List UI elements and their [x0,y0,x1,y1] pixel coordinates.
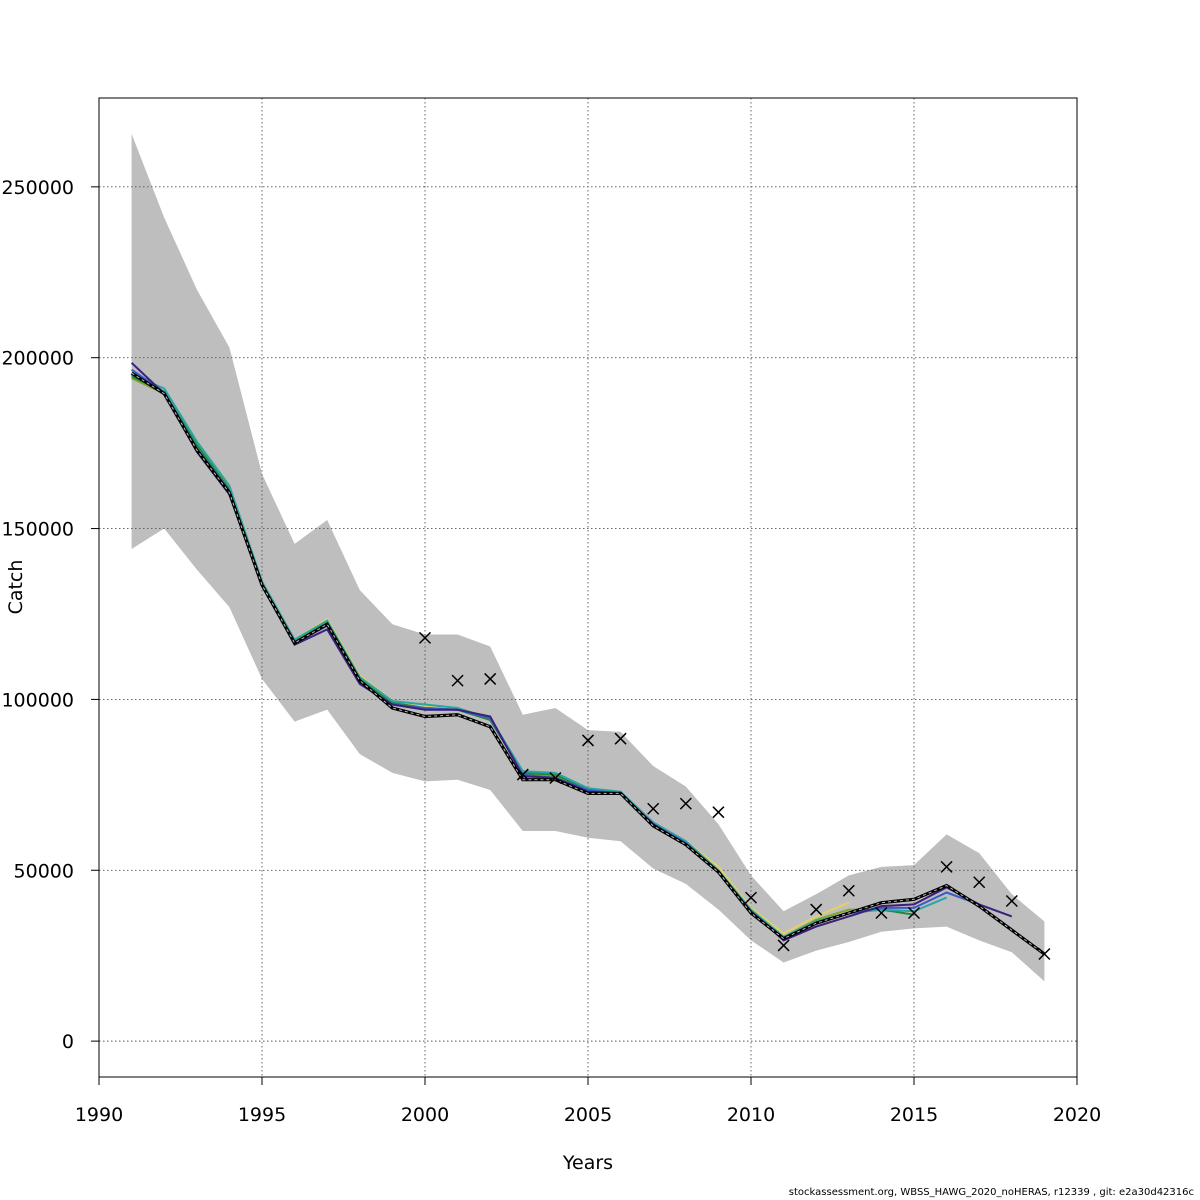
observed-point-2002 [484,672,497,685]
x-tick-label-2005: 2005 [564,1104,612,1126]
observed-point-stroke-b [581,734,595,747]
y-tick-label-100000: 100000 [1,689,74,711]
x-tick-label-1990: 1990 [75,1104,123,1126]
observed-point-stroke-b [549,771,562,785]
observed-point-2001 [451,674,464,687]
y-tick-label-150000: 150000 [1,519,74,541]
observed-point-2010 [744,891,758,904]
observed-point-2011 [777,939,790,952]
observed-point-stroke-b [484,672,497,685]
observed-point-2005 [581,734,595,747]
observed-point-2006 [614,732,627,745]
observed-point-stroke-b [810,903,823,916]
y-tick-label-0: 0 [62,1031,74,1053]
observed-point-2003 [516,768,529,781]
series-line-main-dash [131,372,1045,955]
y-tick-label-50000: 50000 [14,860,74,882]
observed-point-stroke-b [712,806,725,819]
observed-point-stroke-b [907,906,921,920]
observed-point-stroke-b [418,631,432,644]
observed-point-2008 [679,797,692,810]
y-tick-label-250000: 250000 [1,177,74,199]
x-tick-label-2020: 2020 [1053,1104,1101,1126]
observed-point-2017 [973,876,986,889]
x-tick-label-1995: 1995 [238,1104,286,1126]
observed-point-2016 [940,860,953,873]
observed-point-stroke-b [777,939,790,952]
observed-point-2009 [712,806,725,819]
observed-point-2015 [907,906,921,920]
x-tick-label-2015: 2015 [890,1104,938,1126]
observed-point-stroke-b [614,732,627,745]
observed-point-stroke-b [516,768,529,781]
observed-point-stroke-b [1005,894,1018,908]
x-tick-label-2010: 2010 [727,1104,775,1126]
observed-point-stroke-b [679,797,692,810]
observed-point-stroke-b [744,891,758,904]
observed-point-stroke-b [842,884,855,897]
observed-point-2018 [1005,894,1018,908]
observed-point-stroke-b [973,876,986,889]
observed-point-stroke-b [1038,947,1051,961]
observed-point-2013 [842,884,855,897]
observed-point-2004 [549,771,562,785]
observed-point-2012 [810,903,823,916]
x-axis-title: Years [562,1152,613,1174]
y-axis-title: Catch [5,560,27,615]
observed-point-stroke-b [647,802,660,815]
axis-layer: 1990 1995 2000 2005 2010 2015 2020 0 50000 100000… [1,177,1101,1126]
confidence-band-layer [131,133,1045,982]
observed-point-stroke-b [940,860,953,873]
observed-point-2000 [418,631,432,644]
observed-point-2014 [875,906,888,920]
observed-point-2019 [1038,947,1051,961]
observed-point-2007 [647,802,660,815]
observed-point-stroke-b [451,674,464,687]
observed-marker-layer [418,631,1051,961]
y-tick-label-200000: 200000 [1,348,74,370]
observed-point-stroke-b [875,906,888,920]
confidence-band [131,133,1045,982]
footer-credit: stockassessment.org, WBSS_HAWG_2020_noHE… [788,1187,1194,1198]
x-tick-label-2000: 2000 [401,1104,449,1126]
